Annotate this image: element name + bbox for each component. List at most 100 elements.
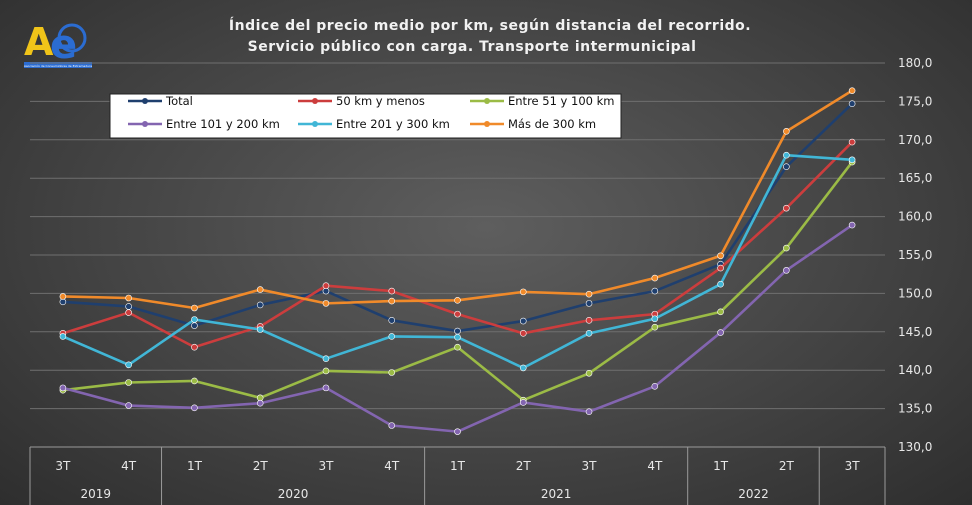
legend-label: Entre 101 y 200 km xyxy=(166,117,280,131)
data-point xyxy=(191,316,198,323)
legend-swatch-marker xyxy=(312,121,318,127)
data-point xyxy=(848,138,856,146)
legend-swatch-marker xyxy=(484,98,490,104)
data-point xyxy=(585,316,593,324)
data-point xyxy=(519,288,527,296)
year-label: 2019 xyxy=(80,487,111,501)
y-tick-label: 155,0 xyxy=(898,248,932,262)
data-point xyxy=(585,408,593,415)
data-point xyxy=(191,404,198,412)
data-point xyxy=(651,323,659,331)
data-point xyxy=(717,280,724,288)
data-point xyxy=(322,384,330,392)
data-point xyxy=(651,274,659,282)
data-point xyxy=(454,343,461,351)
data-point xyxy=(651,287,659,295)
x-tick-label: 4T xyxy=(384,459,400,473)
x-tick-label: 3T xyxy=(582,459,598,473)
x-tick-label: 2T xyxy=(253,459,269,473)
data-point xyxy=(191,343,198,351)
y-tick-label: 150,0 xyxy=(898,286,932,300)
x-tick-label: 4T xyxy=(121,459,137,473)
data-point xyxy=(783,267,790,274)
logo: A e Asociación de Consumidores de Extrem… xyxy=(24,20,92,68)
y-tick-label: 145,0 xyxy=(898,325,932,339)
data-point xyxy=(191,377,198,385)
data-point xyxy=(125,309,132,316)
data-point xyxy=(125,402,132,409)
year-label: 2021 xyxy=(541,487,572,501)
x-axis: 3T 4T 1T 2T 3T 4T 1T 2T 3T 4T 1T 2T 3T 2019 2020 2021 20… xyxy=(29,446,886,505)
y-tick-label: 180,0 xyxy=(898,56,932,70)
y-tick-label: 170,0 xyxy=(898,133,932,147)
x-tick-label: 3T xyxy=(318,459,334,473)
logo-letter-a: A xyxy=(24,20,54,64)
legend-label: Entre 51 y 100 km xyxy=(508,94,615,108)
data-point xyxy=(651,383,659,390)
x-tick-label: 4T xyxy=(647,459,663,473)
data-point xyxy=(783,128,790,135)
data-point xyxy=(848,156,856,164)
data-point xyxy=(585,290,593,298)
legend: Total 50 km y menos Entre 51 y 100 km Entre… xyxy=(109,93,622,139)
data-point xyxy=(585,300,593,307)
data-point xyxy=(454,428,461,435)
logo-ring xyxy=(57,23,87,53)
legend-label: 50 km y menos xyxy=(336,94,425,108)
x-tick-label: 1T xyxy=(713,459,729,473)
data-point xyxy=(783,163,790,170)
data-point xyxy=(848,100,856,108)
data-point xyxy=(454,327,461,335)
data-point xyxy=(717,252,724,260)
logo-bar xyxy=(24,62,92,68)
legend-swatch-marker xyxy=(142,121,148,127)
data-point xyxy=(585,369,593,377)
y-tick-label: 175,0 xyxy=(898,94,932,108)
data-point xyxy=(717,329,724,336)
x-tick-label: 1T xyxy=(450,459,466,473)
data-point xyxy=(388,422,396,429)
y-tick-label: 160,0 xyxy=(898,210,932,224)
logo-caption: Asociación de Consumidores de Extremadur… xyxy=(24,64,92,68)
x-tick-label: 2T xyxy=(516,459,532,473)
data-point xyxy=(848,221,856,229)
x-tick-label: 2T xyxy=(779,459,795,473)
data-point xyxy=(717,308,724,316)
data-point xyxy=(125,361,132,369)
data-point xyxy=(388,287,396,295)
data-point xyxy=(651,315,659,323)
legend-box xyxy=(109,93,622,139)
x-tick-label: 1T xyxy=(187,459,203,473)
data-point xyxy=(388,316,396,324)
data-point xyxy=(783,151,790,159)
data-point xyxy=(322,355,330,362)
data-point xyxy=(783,244,790,252)
data-point xyxy=(322,367,330,375)
data-point xyxy=(585,330,593,337)
year-label: 2022 xyxy=(738,487,769,501)
data-point xyxy=(388,369,396,376)
chart-title-line-2: Servicio público con carga. Transporte i… xyxy=(248,39,697,55)
data-point xyxy=(388,297,396,305)
data-point xyxy=(59,293,67,300)
legend-label: Total xyxy=(165,94,193,108)
data-point xyxy=(191,304,198,312)
data-point xyxy=(59,384,67,392)
data-point xyxy=(256,326,264,333)
legend-label: Entre 201 y 300 km xyxy=(336,117,450,131)
legend-swatch-marker xyxy=(312,98,318,104)
data-point xyxy=(322,300,330,307)
data-point xyxy=(256,286,264,293)
data-point xyxy=(519,399,527,406)
data-point xyxy=(256,301,264,309)
legend-swatch-marker xyxy=(142,98,148,104)
data-point xyxy=(519,330,527,337)
data-point xyxy=(59,333,67,340)
data-point xyxy=(454,297,461,304)
series-line xyxy=(62,161,854,402)
data-point xyxy=(519,317,527,325)
data-point xyxy=(454,310,461,318)
legend-label: Más de 300 km xyxy=(508,117,596,131)
x-tick-label: 3T xyxy=(845,459,861,473)
data-point xyxy=(256,399,264,407)
